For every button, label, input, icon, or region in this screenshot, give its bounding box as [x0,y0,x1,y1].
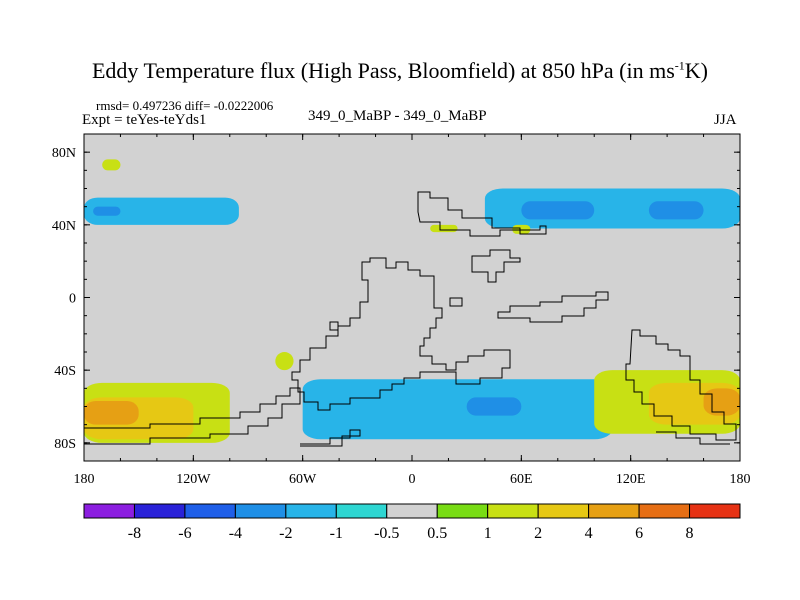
colorbar-box [638,503,691,519]
coastline-continent [291,257,511,411]
colorbar-box [234,503,287,519]
experiment-label: Expt = teYes-teYds1 [82,112,207,128]
region-north-pacific-band [84,197,239,225]
colorbar-box [83,503,135,519]
colorbar-label: -8 [128,525,141,542]
x-tick-label: 180 [74,472,95,487]
coastline-island-2 [449,297,463,307]
colorbar-box [184,503,236,519]
colorbar-box [133,503,186,519]
title-superscript: -1 [674,58,685,73]
coastline-south-2 [300,429,361,447]
x-tick-label: 0 [409,472,416,487]
region-south-pacific-warm-peak [84,401,139,425]
x-tick-label: 60W [289,472,317,487]
x-tick-label: 180 [730,472,751,487]
case-label: 349_0_MaBP - 349_0_MaBP [308,108,487,124]
colorbar-label: 4 [585,525,593,542]
stats-line: rmsd= 0.497236 diff= -0.0222006 [96,98,274,113]
region-southern-ocean-core [466,397,522,416]
y-tick-label: 40S [54,364,76,379]
colorbar-box [689,503,741,519]
colorbar-label: 6 [635,525,643,542]
region-siberia-patch [430,224,458,233]
region-southern-ocean-band [302,379,613,440]
region-north-asia-core-1 [521,201,595,220]
y-tick-label: 80N [52,146,76,161]
region-south-indian-warm-peak [703,388,740,416]
field-layer [84,134,740,461]
coastline-block-b [497,291,609,323]
coastline-south [84,387,301,445]
region-north-asia-core-2 [648,201,704,220]
y-tick-label: 0 [69,292,76,307]
region-central-asia-patch [512,224,531,234]
region-arctic-patch [102,159,121,171]
colorbar-label: 0.5 [427,525,447,542]
tick-layer: 180 120W 60W 0 60E 120E 180 80N 40N 0 40S 80S [52,134,751,487]
region-subtropical-patch [275,352,294,371]
colorbar-label: -0.5 [374,525,399,542]
colorbar-label: -2 [279,525,292,542]
x-tick-label: 120W [176,472,211,487]
colorbar-box [436,503,489,519]
colorbar-box [537,503,590,519]
colorbar-label: -1 [330,525,343,542]
coastline-greenland [417,191,547,237]
colorbar-box [487,503,539,519]
title-suffix: K) [684,58,708,83]
y-tick-label: 80S [54,437,76,452]
coastline-island-1 [329,321,339,331]
colorbar-box [588,503,640,519]
coastline-layer [84,191,737,447]
colorbar-label: 1 [484,525,492,542]
chart-title: Eddy Temperature flux (High Pass, Bloomf… [91,58,708,83]
x-tick-label: 120E [616,472,646,487]
y-tick-label: 40N [52,219,76,234]
x-tick-label: 60E [510,472,533,487]
colorbar-label: -4 [229,525,242,542]
coastline-block-c [625,329,737,441]
coastline-south-3 [656,431,730,445]
colorbar-label: 2 [534,525,542,542]
region-north-pacific-core [93,206,121,216]
colorbar-box [285,503,337,519]
colorbar-box [386,503,438,519]
coastline-block-a [471,249,521,283]
colorbar-label: -6 [178,525,191,542]
colorbar-label: 8 [686,525,694,542]
colorbar-box [335,503,388,519]
colorbar: -8 -6 -4 -2 -1 -0.5 0.5 1 2 4 6 8 [83,503,741,542]
season-label: JJA [714,112,737,128]
